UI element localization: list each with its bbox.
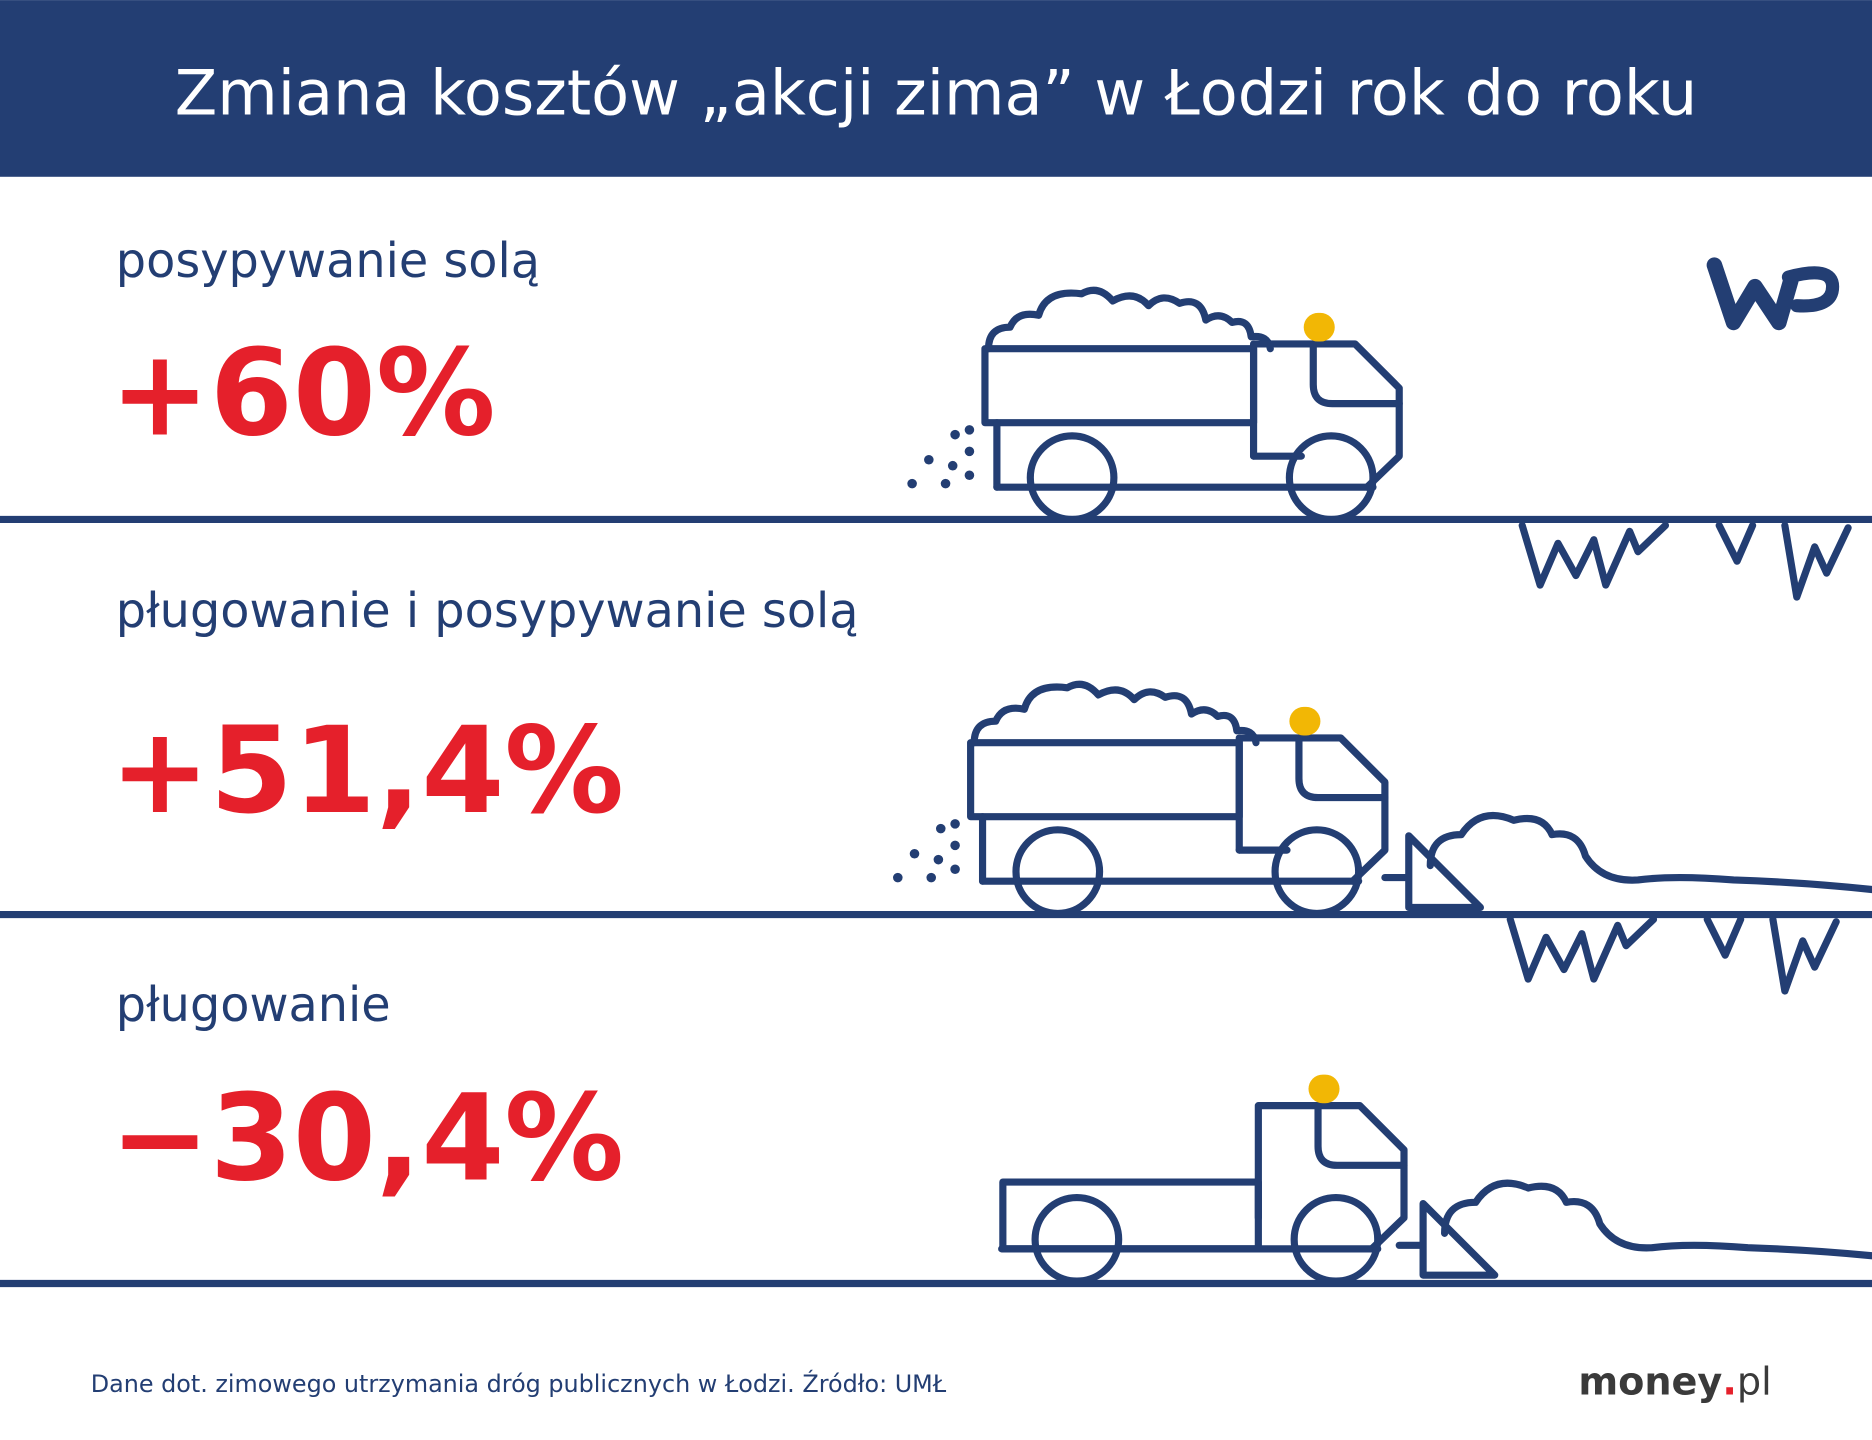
truck-plow <box>1002 1075 1404 1282</box>
truck-plow-salt <box>893 684 1385 913</box>
plow <box>1385 816 1872 908</box>
icicles <box>1522 525 1848 597</box>
title: Zmiana kosztów „akcji zima” w Łodzi rok … <box>175 57 1697 130</box>
brand-tld: pl <box>1737 1361 1772 1405</box>
wp-logo <box>1706 257 1840 331</box>
item-value: −30,4% <box>110 1070 624 1209</box>
source: Dane dot. zimowego utrzymania dróg publi… <box>91 1370 947 1398</box>
truck-salt <box>907 290 1399 519</box>
plow <box>1399 1183 1872 1275</box>
item-value: +51,4% <box>110 702 624 841</box>
header-bar <box>0 0 1872 177</box>
brand: money.pl <box>1578 1361 1771 1405</box>
item-label: pługowanie i posypywanie solą <box>116 584 859 639</box>
item-label: posypywanie solą <box>116 234 540 289</box>
brand-dot: . <box>1722 1361 1737 1405</box>
item-label: pługowanie <box>116 978 391 1033</box>
icicles <box>1510 919 1836 991</box>
brand-name: money <box>1578 1361 1722 1405</box>
item-value: +60% <box>110 325 496 464</box>
